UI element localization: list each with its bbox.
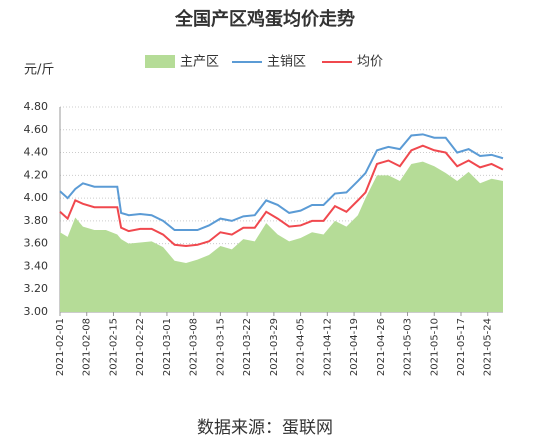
line (59, 144, 504, 247)
x-tick-label: 2021-04-26 (376, 318, 387, 376)
legend-swatch (145, 55, 175, 68)
x-tick-label: 2021-05-24 (483, 318, 494, 376)
y-tick-label: 3.20 (24, 282, 49, 295)
legend-label: 均价 (357, 55, 383, 70)
legend-label: 主销区 (267, 55, 306, 70)
source: 数据来源：蛋联网 (197, 418, 333, 438)
y-axis-label: 元/斤 (24, 63, 54, 78)
x-tick-label: 2021-05-03 (403, 318, 414, 376)
x-tick-label: 2021-03-22 (242, 318, 253, 376)
x-tick-label: 2021-02-01 (55, 318, 66, 376)
y-tick-label: 4.00 (24, 191, 49, 204)
x-tick-label: 2021-02-15 (108, 318, 119, 376)
y-tick-label: 3.60 (24, 237, 49, 250)
legend-label: 主产区 (180, 55, 219, 70)
x-tick-label: 2021-05-10 (429, 318, 440, 376)
y-tick-label: 4.40 (24, 146, 49, 159)
area (60, 161, 503, 312)
x-tick-label: 2021-02-08 (82, 318, 93, 376)
x-tick-label: 2021-03-29 (269, 318, 280, 376)
y-tick-label: 3.00 (24, 305, 49, 318)
y-tick-label: 4.80 (24, 100, 49, 113)
x-tick-label: 2021-02-22 (135, 318, 146, 376)
x-tick-label: 2021-04-05 (296, 318, 307, 376)
x-tick-label: 2021-04-19 (349, 318, 360, 376)
x-tick-label: 2021-03-01 (162, 318, 173, 376)
x-tick-label: 2021-05-17 (456, 318, 467, 376)
y-tick-label: 3.40 (24, 259, 49, 272)
y-tick-label: 4.60 (24, 123, 49, 136)
chart-title: 全国产区鸡蛋均价走势 (174, 8, 355, 30)
x-tick-label: 2021-03-08 (189, 318, 200, 376)
y-tick-label: 3.80 (24, 214, 49, 227)
y-tick-label: 4.20 (24, 168, 49, 181)
line (59, 133, 504, 231)
x-tick-label: 2021-03-15 (215, 318, 226, 376)
x-tick-label: 2021-04-12 (322, 318, 333, 376)
